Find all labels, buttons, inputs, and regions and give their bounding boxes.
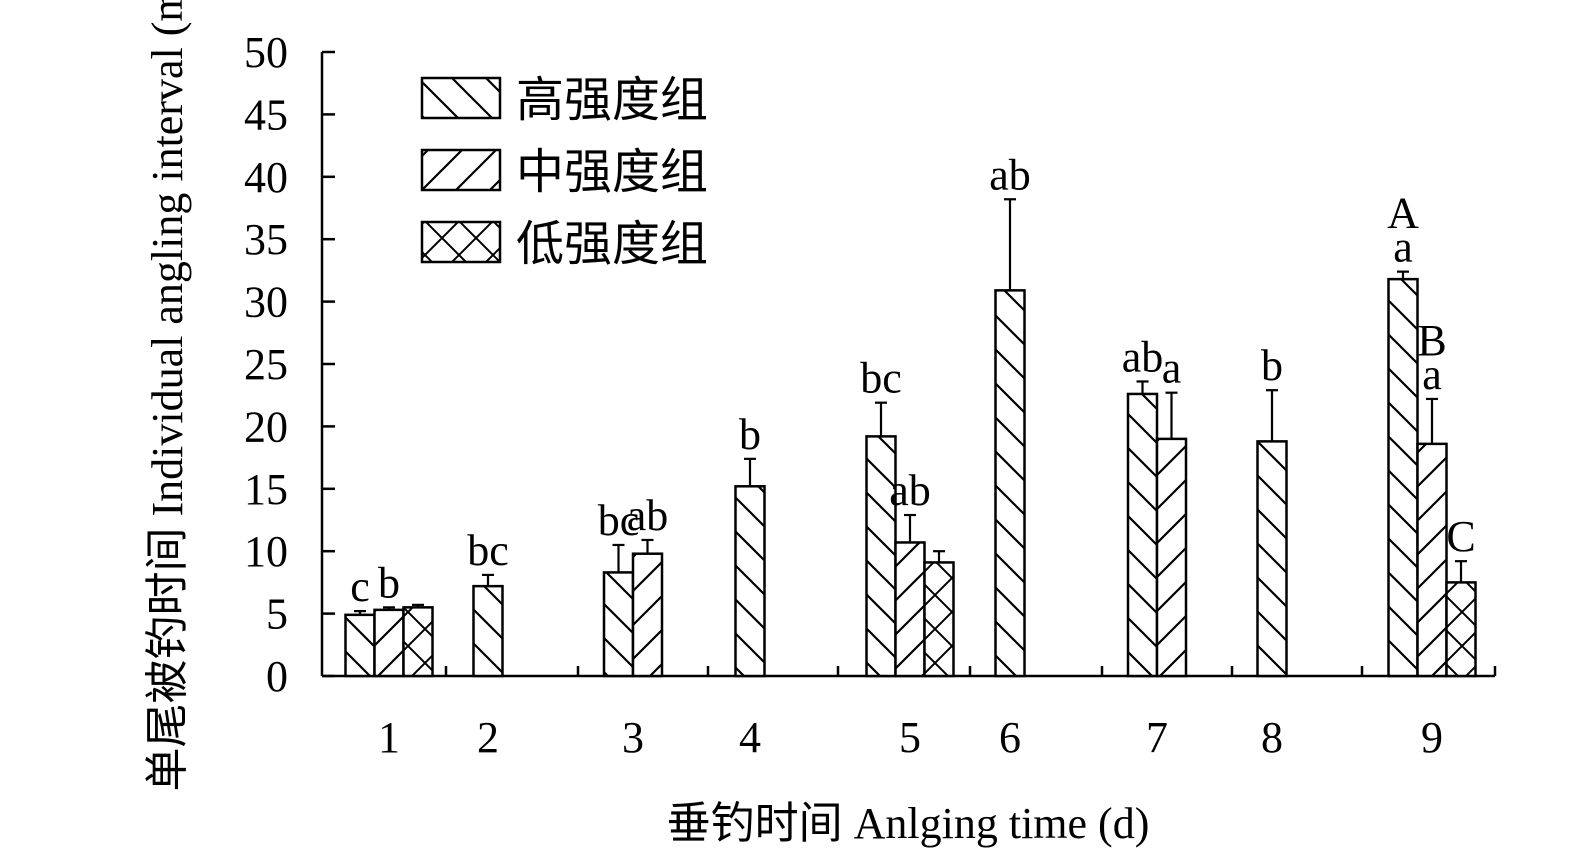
significance-label: ab — [1122, 332, 1164, 381]
significance-label: bc — [598, 496, 640, 545]
significance-label: a — [1422, 350, 1442, 399]
significance-label: b — [378, 558, 400, 607]
significance-label: ab — [989, 150, 1031, 199]
y-tick-label: 25 — [244, 340, 288, 389]
legend-swatch-high — [420, 76, 502, 120]
y-tick-label: 35 — [244, 215, 288, 264]
y-tick-label: 50 — [244, 28, 288, 77]
bar-high — [734, 485, 766, 678]
significance-label: A — [1387, 189, 1419, 238]
significance-label: C — [1446, 512, 1475, 561]
x-axis-title: 垂钓时间 Anlging time (d) — [667, 799, 1150, 848]
y-tick-label: 5 — [266, 590, 288, 639]
bar-mid — [373, 608, 405, 678]
bar-mid — [1416, 442, 1448, 678]
x-tick-label: 4 — [739, 713, 761, 762]
bar-high — [1126, 392, 1159, 678]
bar-high — [602, 571, 635, 678]
x-tick-label: 1 — [378, 713, 400, 762]
bar-high — [1256, 440, 1288, 678]
legend-label-low: 低强度组 — [516, 218, 708, 271]
significance-label: a — [1162, 344, 1182, 393]
y-axis-title: 单尾被钓时间 Individual angling interval (min) — [143, 0, 192, 791]
bar-high — [344, 613, 376, 678]
x-tick-label: 8 — [1261, 713, 1283, 762]
significance-label: B — [1417, 316, 1446, 365]
significance-label: ab — [889, 466, 931, 515]
x-tick-label: 2 — [477, 713, 499, 762]
significance-label: bc — [467, 526, 509, 575]
legend-label-mid: 中强度组 — [516, 146, 708, 199]
x-tick-label: 3 — [622, 713, 644, 762]
bar-low — [1445, 581, 1477, 678]
significance-label: b — [1261, 341, 1283, 390]
y-tick-label: 40 — [244, 153, 288, 202]
significance-label: ab — [627, 491, 669, 540]
legend-swatch-mid — [420, 148, 502, 192]
x-tick-label: 5 — [899, 713, 921, 762]
bar-low — [923, 561, 955, 678]
significance-label: b — [739, 410, 761, 459]
significance-label: bc — [860, 354, 902, 403]
y-tick-label: 15 — [244, 465, 288, 514]
y-tick-label: 45 — [244, 90, 288, 139]
bar-high — [994, 289, 1026, 678]
bar-mid — [631, 552, 664, 678]
bar-high — [1387, 277, 1419, 678]
x-tick-label: 6 — [999, 713, 1021, 762]
x-tick-label: 7 — [1146, 713, 1168, 762]
y-tick-label: 10 — [244, 527, 288, 576]
y-tick-label: 0 — [266, 652, 288, 701]
significance-label: a — [1393, 223, 1413, 272]
bar-mid — [1155, 437, 1188, 678]
x-tick-label: 9 — [1421, 713, 1443, 762]
legend-swatch-low — [420, 220, 502, 264]
significance-label: c — [350, 562, 370, 611]
legend-label-high: 高强度组 — [516, 74, 708, 127]
bar-high — [472, 584, 504, 678]
y-tick-label: 30 — [244, 278, 288, 327]
y-tick-label: 20 — [244, 402, 288, 451]
bar-low — [402, 606, 434, 678]
bar-mid — [894, 541, 926, 678]
